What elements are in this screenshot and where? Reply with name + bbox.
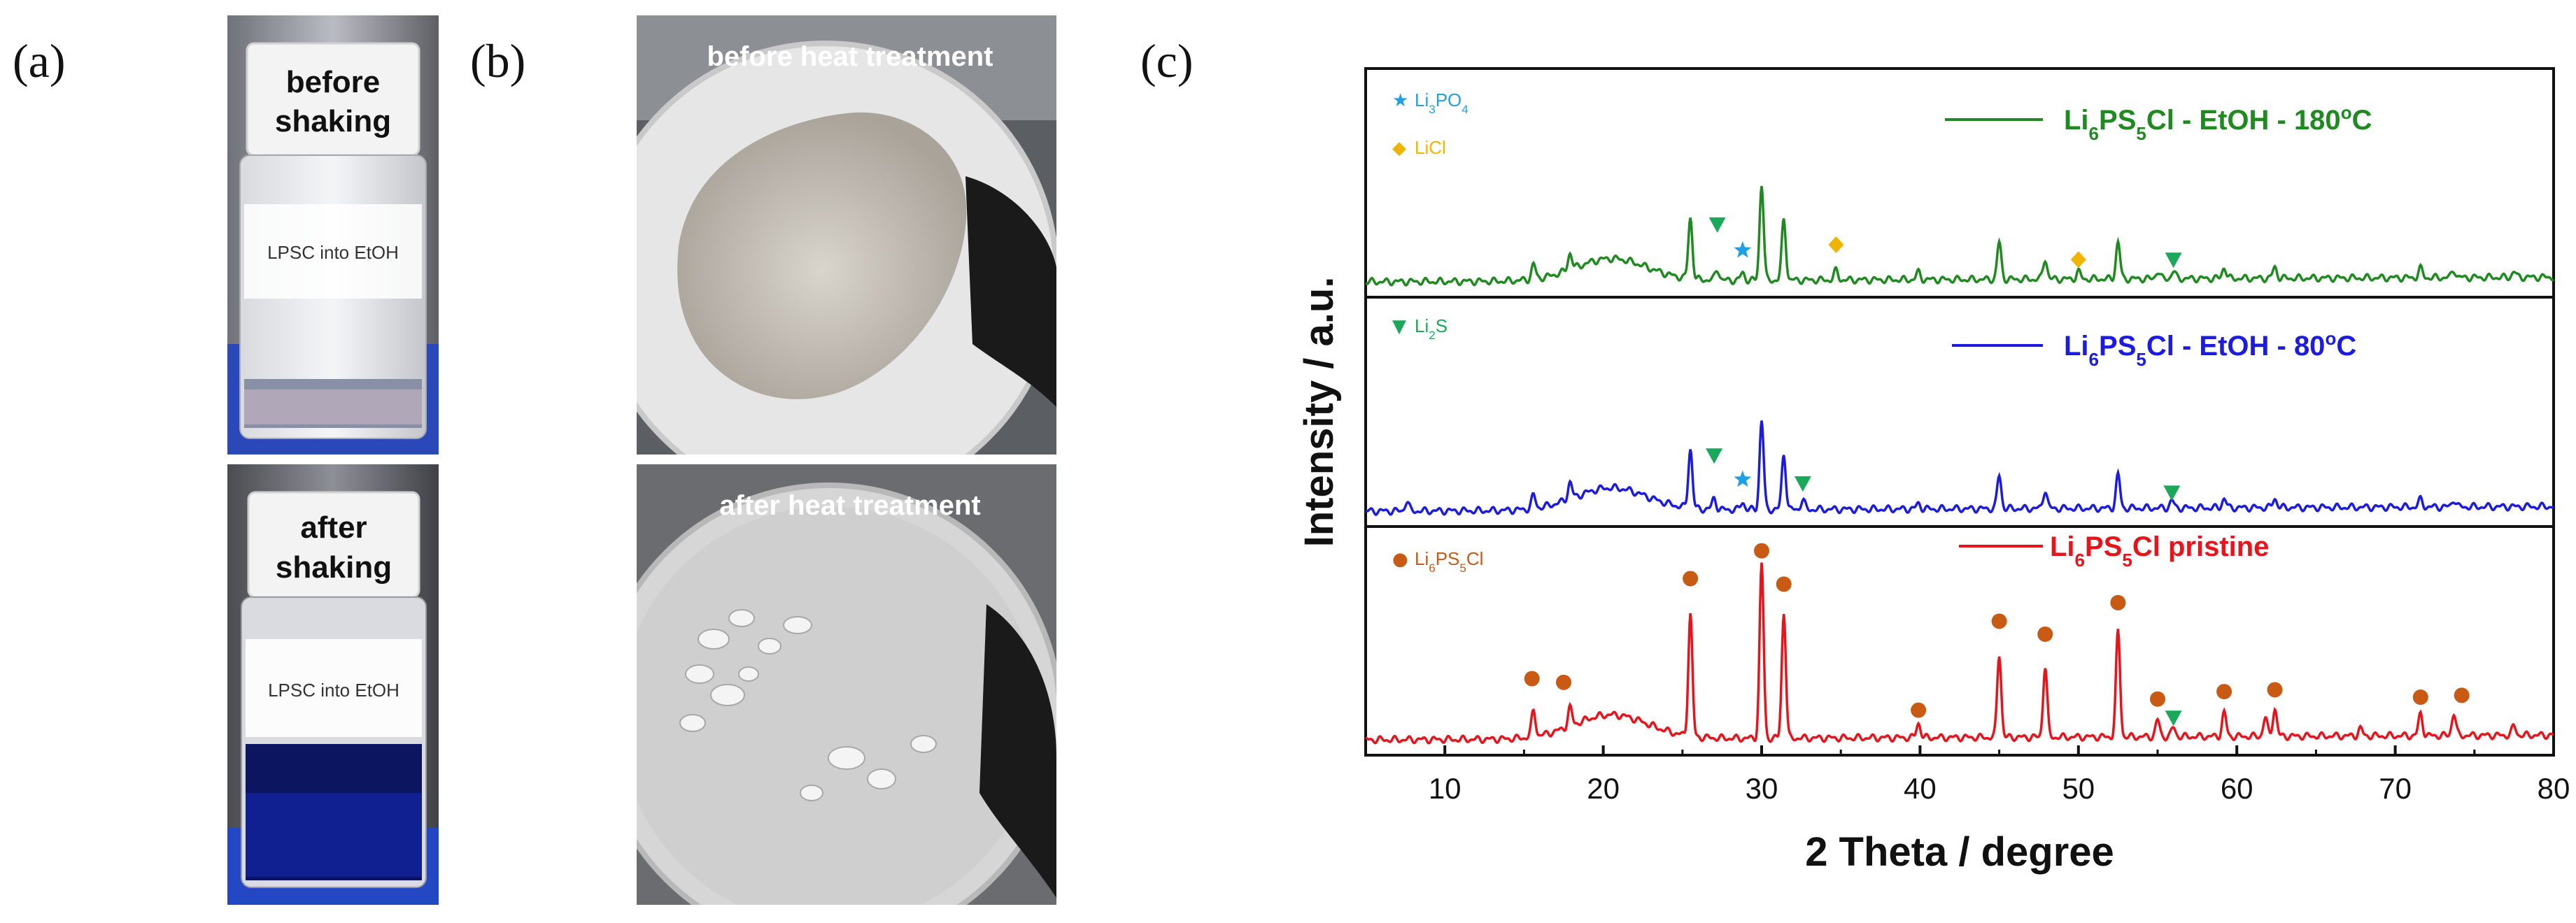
x-tick-label: 50	[2062, 772, 2095, 805]
dish-after-heat-photo: after heat treatment	[637, 464, 1056, 905]
vial-after-shaking-photo: after shaking LPSC into EtOH	[227, 464, 439, 905]
plot-frame	[1364, 67, 2555, 757]
marker-li2s	[1708, 217, 1726, 233]
x-tick-label: 60	[2221, 772, 2253, 805]
marker-legend-symbol-li3po4: ★	[1392, 90, 1408, 111]
marker-lpsc	[2454, 687, 2470, 703]
marker-li2s	[2165, 252, 2182, 269]
vial-after-caption-line2: shaking	[276, 550, 392, 585]
marker-legend-symbol-licl: ◆	[1392, 138, 1406, 159]
marker-licl	[2070, 251, 2086, 269]
marker-lpsc	[1911, 702, 1927, 718]
marker-lpsc	[1754, 543, 1769, 559]
marker-li2s	[1794, 476, 1811, 492]
marker-li3po4	[1734, 470, 1752, 487]
x-tick-label: 10	[1429, 772, 1462, 805]
vial-before-illustration: before shaking LPSC into EtOH	[227, 15, 439, 455]
panel-label-a: (a)	[13, 34, 66, 87]
vial-before-label: LPSC into EtOH	[267, 242, 399, 263]
dish-before-caption: before heat treatment	[707, 41, 993, 72]
marker-lpsc	[2216, 684, 2232, 700]
marker-legend-label-li3po4: Li3PO4	[1415, 90, 1469, 116]
marker-lpsc	[1683, 571, 1699, 587]
marker-legend-label-li2s: Li2S	[1415, 315, 1448, 342]
legend-label-2: Li6PS5Cl pristine	[2050, 531, 2269, 571]
marker-li2s	[2163, 485, 2181, 501]
vial-before-shaking-photo: before shaking LPSC into EtOH	[227, 15, 439, 455]
x-axis-label: 2 Theta / degree	[1805, 829, 2114, 875]
legend-label-1: Li6PS5Cl - EtOH - 80oC	[2064, 328, 2356, 370]
panel-label-b: (b)	[470, 34, 526, 87]
legend-label-0: Li6PS5Cl - EtOH - 180oC	[2064, 102, 2372, 144]
dish-after-caption: after heat treatment	[719, 490, 980, 521]
marker-li3po4	[1734, 241, 1752, 258]
vial-before-caption-line1: before	[286, 65, 380, 99]
marker-li2s	[2165, 710, 2182, 727]
series-line-2	[1365, 562, 2554, 745]
series-line-1	[1365, 420, 2555, 517]
y-axis-label: Intensity / a.u.	[1296, 277, 1342, 548]
vial-before-caption-line2: shaking	[275, 104, 391, 138]
marker-lpsc	[2267, 682, 2283, 698]
x-tick-label: 20	[1587, 772, 1620, 805]
x-tick-label: 30	[1746, 772, 1778, 805]
x-tick-label: 70	[2379, 772, 2412, 805]
series-line-0	[1365, 185, 2555, 287]
marker-licl	[1828, 236, 1844, 253]
dish-before-illustration: before heat treatment	[637, 15, 1056, 455]
marker-lpsc	[2037, 626, 2053, 642]
marker-lpsc	[2412, 689, 2428, 706]
marker-legend-label-lpsc: Li6PS5Cl	[1415, 548, 1483, 575]
x-tick-label: 40	[1904, 772, 1937, 805]
marker-legend-label-licl: LiCl	[1415, 137, 1446, 158]
marker-lpsc	[2150, 691, 2165, 707]
x-tick-label: 80	[2538, 772, 2570, 805]
marker-li2s	[1706, 448, 1723, 464]
panel-label-c: (c)	[1140, 34, 1194, 87]
marker-lpsc	[2110, 594, 2126, 610]
marker-legend-symbol-lpsc: ●	[1392, 549, 1408, 570]
vial-after-illustration: after shaking LPSC into EtOH	[227, 464, 439, 905]
marker-lpsc	[1556, 674, 1571, 690]
marker-lpsc	[1991, 613, 2007, 629]
marker-lpsc	[1524, 671, 1540, 687]
dish-before-heat-photo: before heat treatment	[637, 15, 1056, 455]
marker-lpsc	[1776, 576, 1792, 592]
marker-legend-symbol-li2s: ▼	[1392, 316, 1406, 337]
dish-after-illustration: after heat treatment	[637, 464, 1056, 905]
vial-after-label: LPSC into EtOH	[268, 680, 399, 701]
vial-after-caption-line1: after	[300, 510, 367, 545]
